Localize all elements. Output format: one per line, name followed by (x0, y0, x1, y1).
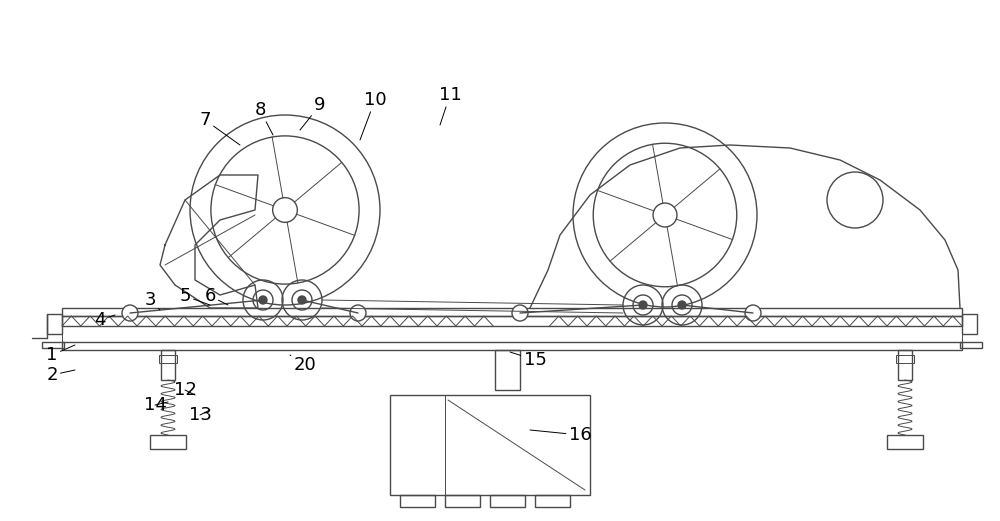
Bar (62, 326, 962, 342)
Text: 8: 8 (254, 101, 273, 135)
Bar (962, 314, 977, 334)
Circle shape (122, 305, 138, 321)
Bar (495, 350, 520, 390)
Text: 16: 16 (530, 426, 591, 444)
Text: 20: 20 (290, 355, 316, 374)
Bar (400, 495, 435, 507)
Bar (896, 355, 914, 363)
Text: 15: 15 (510, 351, 546, 369)
Text: 14: 14 (144, 396, 168, 414)
Text: 13: 13 (189, 406, 211, 424)
Text: 4: 4 (94, 311, 115, 329)
Bar (490, 495, 525, 507)
Text: 2: 2 (46, 366, 75, 384)
Bar (42, 342, 64, 348)
Bar (960, 342, 982, 348)
Circle shape (350, 305, 366, 321)
Circle shape (745, 305, 761, 321)
Bar (535, 495, 570, 507)
Circle shape (678, 301, 686, 309)
Text: 6: 6 (204, 287, 228, 305)
Circle shape (512, 305, 528, 321)
Text: 12: 12 (174, 381, 196, 399)
Text: 11: 11 (439, 86, 461, 125)
Circle shape (259, 296, 267, 304)
Text: 3: 3 (144, 291, 160, 310)
Circle shape (653, 203, 677, 227)
Text: 1: 1 (46, 345, 75, 364)
Bar (62, 308, 962, 316)
Bar (150, 435, 186, 449)
Text: 5: 5 (179, 287, 210, 305)
Bar (62, 316, 962, 326)
Text: 9: 9 (300, 96, 326, 130)
Bar (161, 350, 175, 380)
Bar (887, 435, 923, 449)
Circle shape (273, 197, 297, 222)
Bar (62, 342, 962, 350)
Text: 7: 7 (199, 111, 240, 145)
Circle shape (298, 296, 306, 304)
Text: 10: 10 (360, 91, 386, 140)
Circle shape (827, 172, 883, 228)
Bar (159, 355, 177, 363)
Bar (898, 350, 912, 380)
Bar (445, 495, 480, 507)
Circle shape (639, 301, 647, 309)
Bar (390, 395, 590, 495)
Bar (47, 314, 62, 334)
